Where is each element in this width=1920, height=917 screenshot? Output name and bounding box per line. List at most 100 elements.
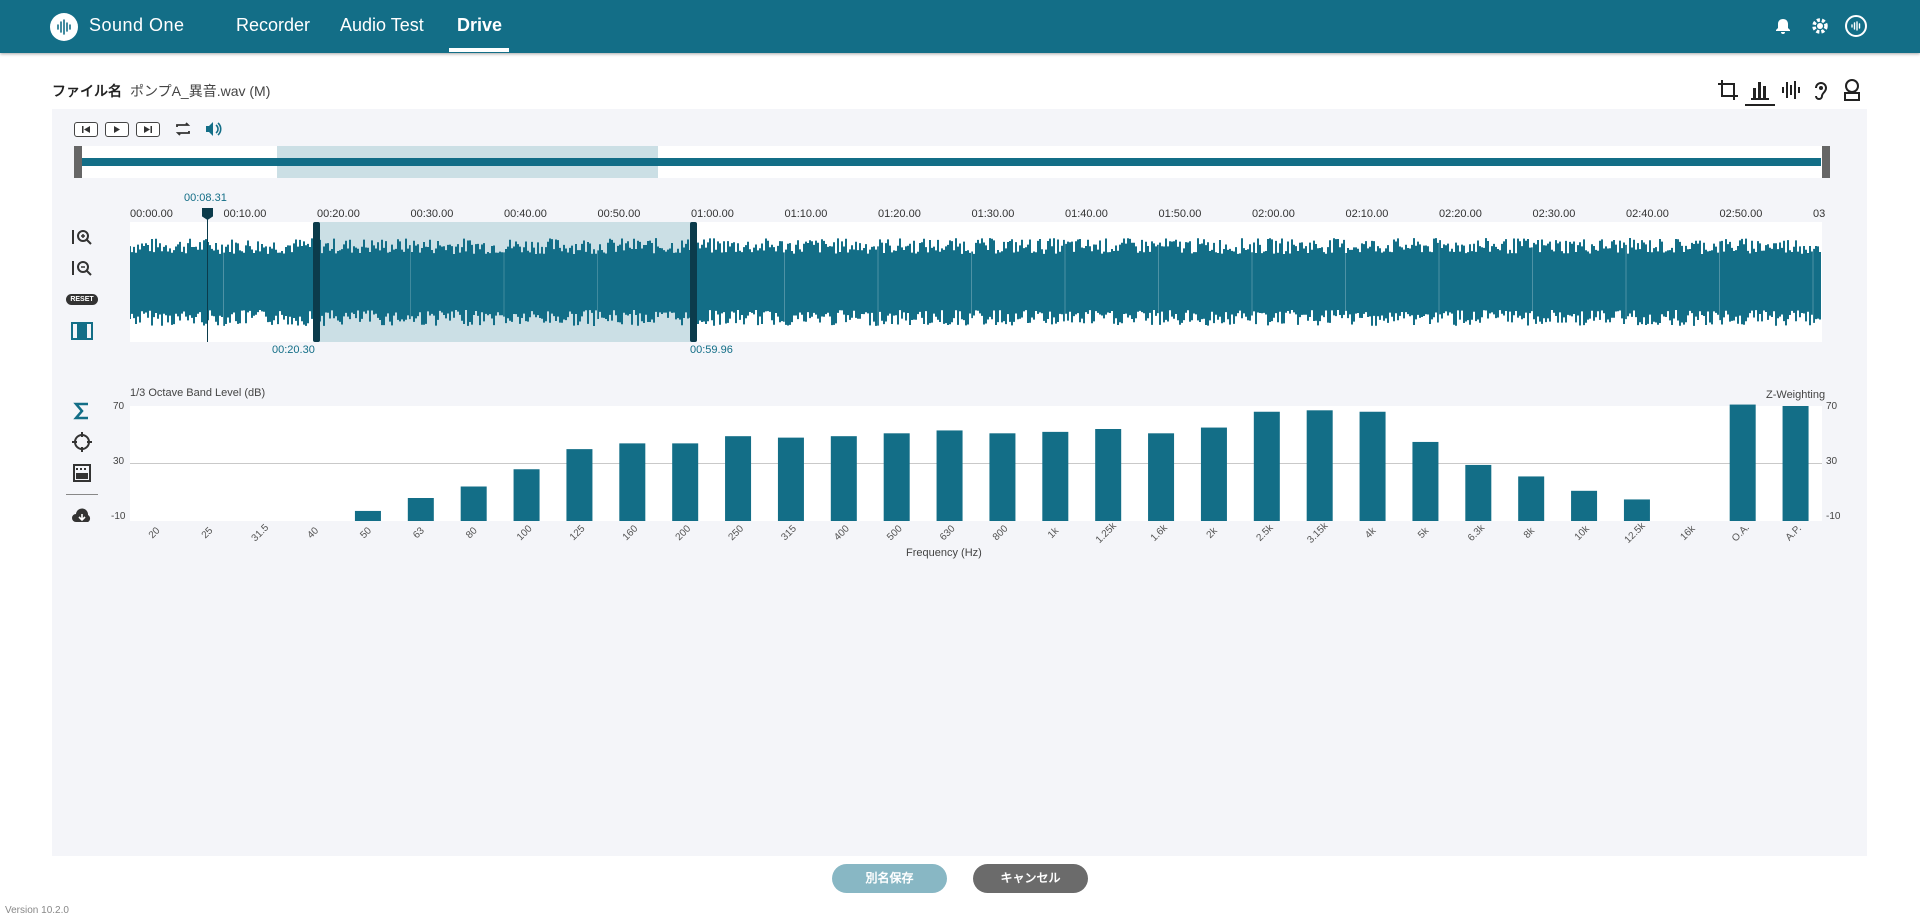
top-navigation-bar: Sound One Recorder Audio Test Drive [0,0,1920,53]
repeat-icon[interactable] [173,119,193,139]
bar-630[interactable] [936,430,963,521]
waveform-icon[interactable] [1777,76,1805,104]
timeline-tick: 01:50.00 [1158,208,1202,220]
chart-title: 1/3 Octave Band Level (dB) [130,387,266,399]
playback-cursor[interactable] [207,212,208,342]
y-tick-left--10: -10 [111,511,126,522]
overview-selection[interactable] [277,146,658,178]
nav-drive[interactable]: Drive [457,15,503,35]
bar-10k[interactable] [1571,490,1598,521]
settings-gear-icon[interactable] [1808,14,1832,38]
zoom-reset-button[interactable]: RESET [66,294,98,305]
waveform-view[interactable] [129,222,1822,342]
x-tick-500: 500 [885,523,905,543]
x-tick-1.6k: 1.6k [1149,522,1171,544]
active-view-indicator [1745,104,1775,106]
bar-1.25k[interactable] [1095,429,1122,521]
bar-1.6k[interactable] [1148,433,1175,521]
timeline-tick: 02:30.00 [1532,208,1576,220]
bar-500[interactable] [883,433,910,521]
overview-right-handle[interactable] [1822,146,1830,178]
bar-chart-icon[interactable] [1746,76,1774,104]
save-as-button[interactable]: 別名保存 [832,864,947,893]
x-tick-80: 80 [464,525,480,541]
x-tick-20: 20 [147,525,163,541]
spectrogram-icon[interactable] [70,462,94,484]
x-tick-160: 160 [621,523,641,543]
crop-icon[interactable] [1714,76,1742,104]
nav-recorder[interactable]: Recorder [236,15,311,35]
bar-400[interactable] [830,436,857,521]
bar-250[interactable] [725,436,752,521]
bar-4k[interactable] [1359,411,1386,521]
file-name-label: ファイル名 [52,83,122,99]
noise-icon[interactable] [1838,76,1866,104]
timeline-tick: 03 [1813,208,1826,220]
skip-back-button[interactable] [74,122,98,137]
timeline-tick: 01:20.00 [878,208,921,220]
play-button[interactable] [105,122,129,137]
fit-selection-icon[interactable] [70,320,94,342]
x-tick-200: 200 [674,523,694,543]
bar-1k[interactable] [1042,431,1069,521]
skip-forward-button[interactable] [136,122,160,137]
overview-left-handle[interactable] [74,146,82,178]
x-tick-50: 50 [358,525,374,541]
bar-2k[interactable] [1200,427,1227,521]
bar-2.5k[interactable] [1253,411,1280,521]
selection-start-time: 00:20.30 [272,344,315,356]
bar-5k[interactable] [1412,441,1439,521]
waveform-selection[interactable] [316,222,695,342]
notification-bell-icon[interactable] [1771,14,1795,38]
playback-cursor-head[interactable] [202,208,213,220]
x-tick-400: 400 [832,523,852,543]
x-tick-40: 40 [305,525,321,541]
y-tick-right-30: 30 [1826,456,1838,467]
x-tick-25: 25 [200,525,216,541]
bar-A.P.[interactable] [1782,406,1809,521]
volume-icon[interactable] [203,119,223,139]
x-tick-A.P.: A.P. [1784,523,1804,543]
selection-start-handle[interactable] [313,222,320,342]
bar-100[interactable] [513,469,540,521]
zoom-in-icon[interactable] [70,226,94,248]
timeline-tick: 02:40.00 [1626,208,1669,220]
x-tick-630: 630 [938,523,958,543]
timeline-tick: 00:10.00 [223,208,267,220]
brand-name: Sound One [89,15,185,35]
bar-3.15k[interactable] [1306,410,1333,521]
sigma-icon[interactable] [70,400,94,422]
x-tick-63: 63 [411,525,427,541]
bar-315[interactable] [777,437,804,521]
bar-200[interactable] [672,443,699,521]
hearing-icon[interactable] [1807,76,1835,104]
x-tick-125: 125 [568,523,588,543]
overview-strip[interactable] [74,146,1829,178]
x-tick-10k: 10k [1573,523,1593,543]
cursor-time: 00:08.31 [184,192,227,204]
zoom-out-icon[interactable] [70,257,94,279]
cancel-button[interactable]: キャンセル [973,864,1088,893]
bar-80[interactable] [460,486,487,522]
bar-160[interactable] [619,443,646,521]
file-name-value: ポンプA_異音.wav (M) [130,83,271,99]
bar-8k[interactable] [1518,476,1545,521]
bar-63[interactable] [407,498,434,521]
cloud-download-icon[interactable] [70,505,94,527]
nav-audio-test[interactable]: Audio Test [340,15,424,35]
bar-50[interactable] [354,510,381,521]
selection-end-handle[interactable] [690,222,697,342]
x-tick-12.5k: 12.5k [1623,520,1649,546]
bar-125[interactable] [566,449,593,521]
octave-band-chart: 20 25 31.5 40 50 63 80 100 125 160 200 250 315 400 500… [130,404,1822,546]
sound-one-logo-icon[interactable] [50,13,78,41]
bar-12.5k[interactable] [1623,499,1650,521]
bar-6.3k[interactable] [1465,464,1492,521]
x-tick-O.A.: O.A. [1730,522,1752,544]
account-avatar-icon[interactable] [1844,14,1868,38]
x-tick-8k: 8k [1522,525,1538,541]
bar-800[interactable] [989,433,1016,521]
crosshair-icon[interactable] [70,431,94,453]
bar-O.A.[interactable] [1729,404,1756,521]
x-axis-label: Frequency (Hz) [906,547,982,559]
